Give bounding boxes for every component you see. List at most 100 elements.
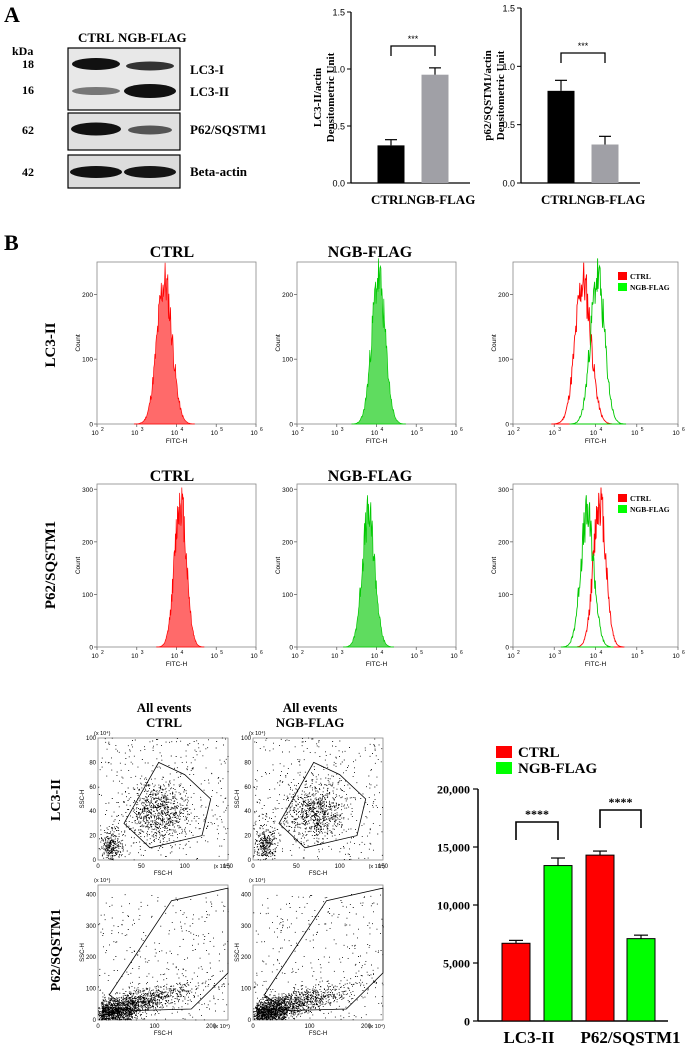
row-label-lc3-scatter: LC3-II [49,779,64,821]
y-tick-label: 0.0 [332,179,345,189]
scatter-lc3-ii-ngb: 0 50 100 150 0 20 40 60 80 100 FSC-H SSC-H (x 10⁴) (x… [235,730,389,877]
scatter-y-tick-label: 20 [244,834,251,840]
mfi-significance-label: **** [609,795,633,809]
histogram-ngb [343,495,395,648]
significance-label: *** [408,34,419,44]
hist-x-tick-label: 10 [171,430,179,437]
hist-y-tick-label: 0 [505,422,509,429]
scatter-y-tick-label: 400 [241,892,252,898]
mfi-y-tick-label: 10,000 [437,899,470,913]
scatter-title-ngb-line1: All events [283,700,338,715]
hist-x-tick-exponent: 2 [101,650,104,656]
x-category-label: NGB-FLAG [577,192,646,207]
scatter-y-multiplier: (x 10⁴) [249,877,266,884]
hist-x-tick-exponent: 5 [420,650,423,656]
legend-swatch-ngb [618,283,627,291]
scatter-x-multiplier: (x 10⁴) [214,863,231,870]
hist-x-tick-exponent: 5 [641,427,644,433]
hist-y-axis-label: Count [75,334,82,352]
band-actin-ngb [124,166,176,178]
hist-x-tick-label: 10 [549,653,557,660]
scatter-y-tick-label: 20 [89,834,96,840]
kda-18: 18 [22,57,34,71]
scatter-x-tick-label: 0 [96,1024,100,1030]
scatter-events [98,737,229,861]
hist-x-tick-exponent: 5 [420,427,423,433]
band-lc3i-ctrl [72,58,120,70]
y-tick-label: 0.5 [502,120,515,130]
kda-62: 62 [22,123,34,137]
significance-label: *** [578,41,589,51]
scatter-x-tick-label: 100 [150,1024,161,1030]
hist-x-tick-exponent: 2 [517,650,520,656]
hist-x-tick-label: 10 [331,653,339,660]
protein-label-lc3i: LC3-I [190,62,224,77]
y-axis-label: Densitometric Unit [495,50,507,140]
mfi-bar-ngb-flag-p62/sqstm1 [626,938,656,1022]
mfi-x-category-label: P62/SQSTM1 [580,1028,680,1047]
significance-bracket [390,45,436,56]
hist-x-tick-label: 10 [672,653,680,660]
hist-y-tick-label: 100 [282,592,293,599]
mfi-y-tick-label: 5,000 [443,957,470,971]
hist-x-tick-label: 10 [631,430,639,437]
hist-x-tick-label: 10 [411,653,419,660]
bar-ctrl [377,145,405,183]
hist-y-tick-label: 200 [82,292,93,299]
hist-y-tick-label: 0 [89,422,93,429]
hist-x-axis-label: FITC-H [366,661,388,668]
densitometry-p62-chart: 0.0 0.5 1.0 1.5 p62/SQSTM1/actin Densitometri… [482,4,645,208]
hist-y-axis-label: Count [275,557,282,575]
y-tick-label: 1.5 [332,8,345,18]
hist-x-tick-label: 10 [131,430,139,437]
scatter-y-tick-label: 100 [241,987,252,993]
legend-swatch-ctrl [618,494,627,502]
scatter-frame [252,737,384,861]
overlay-ctrl [551,262,615,425]
histogram-ctrl [133,262,195,425]
hist-x-tick-label: 10 [371,430,379,437]
x-category-label: CTRL [541,192,577,207]
hist-x-tick-exponent: 5 [220,427,223,433]
hist-x-tick-label: 10 [171,653,179,660]
row-label-lc3-hist: LC3-II [43,322,59,367]
hist-x-tick-exponent: 4 [181,427,184,433]
scatter-gate [108,887,229,1012]
hist-x-tick-exponent: 6 [460,650,463,656]
scatter-gate [123,761,212,849]
scatter-x-tick-label: 50 [138,864,145,870]
significance-bracket [560,52,606,63]
hist-x-tick-exponent: 2 [101,427,104,433]
scatter-y-tick-label: 200 [241,955,252,961]
hist-y-tick-label: 300 [282,487,293,494]
hist-x-tick-label: 10 [250,430,258,437]
hist-x-tick-label: 10 [631,653,639,660]
legend-swatch-ngb [618,505,627,513]
scatter-y-tick-label: 80 [244,760,251,766]
blot-box-lc3 [67,47,181,111]
scatter-frame [97,737,229,861]
hist-x-axis-label: FITC-H [585,661,607,668]
x-category-label: CTRL [371,192,407,207]
hist-x-axis-label: FITC-H [585,438,607,445]
hist-x-tick-exponent: 2 [301,650,304,656]
hist-y-tick-label: 0 [505,645,509,652]
hist-y-tick-label: 300 [498,487,509,494]
bar-ngb-flag [591,144,619,183]
legend-label-ctrl: CTRL [630,272,651,281]
scatter-events [98,894,229,1021]
overlay-ngb [569,258,627,425]
scatter-x-tick-label: 200 [361,1024,372,1030]
mfi-significance-label: **** [525,807,549,821]
scatter-y-tick-label: 40 [244,809,251,815]
hist-x-tick-label: 10 [91,430,99,437]
scatter-x-multiplier: (x 10⁴) [369,1023,386,1030]
scatter-x-tick-label: 150 [378,864,389,870]
scatter-x-multiplier: (x 10⁴) [369,863,386,870]
hist-x-tick-exponent: 5 [641,650,644,656]
scatter-y-tick-label: 0 [93,858,97,864]
